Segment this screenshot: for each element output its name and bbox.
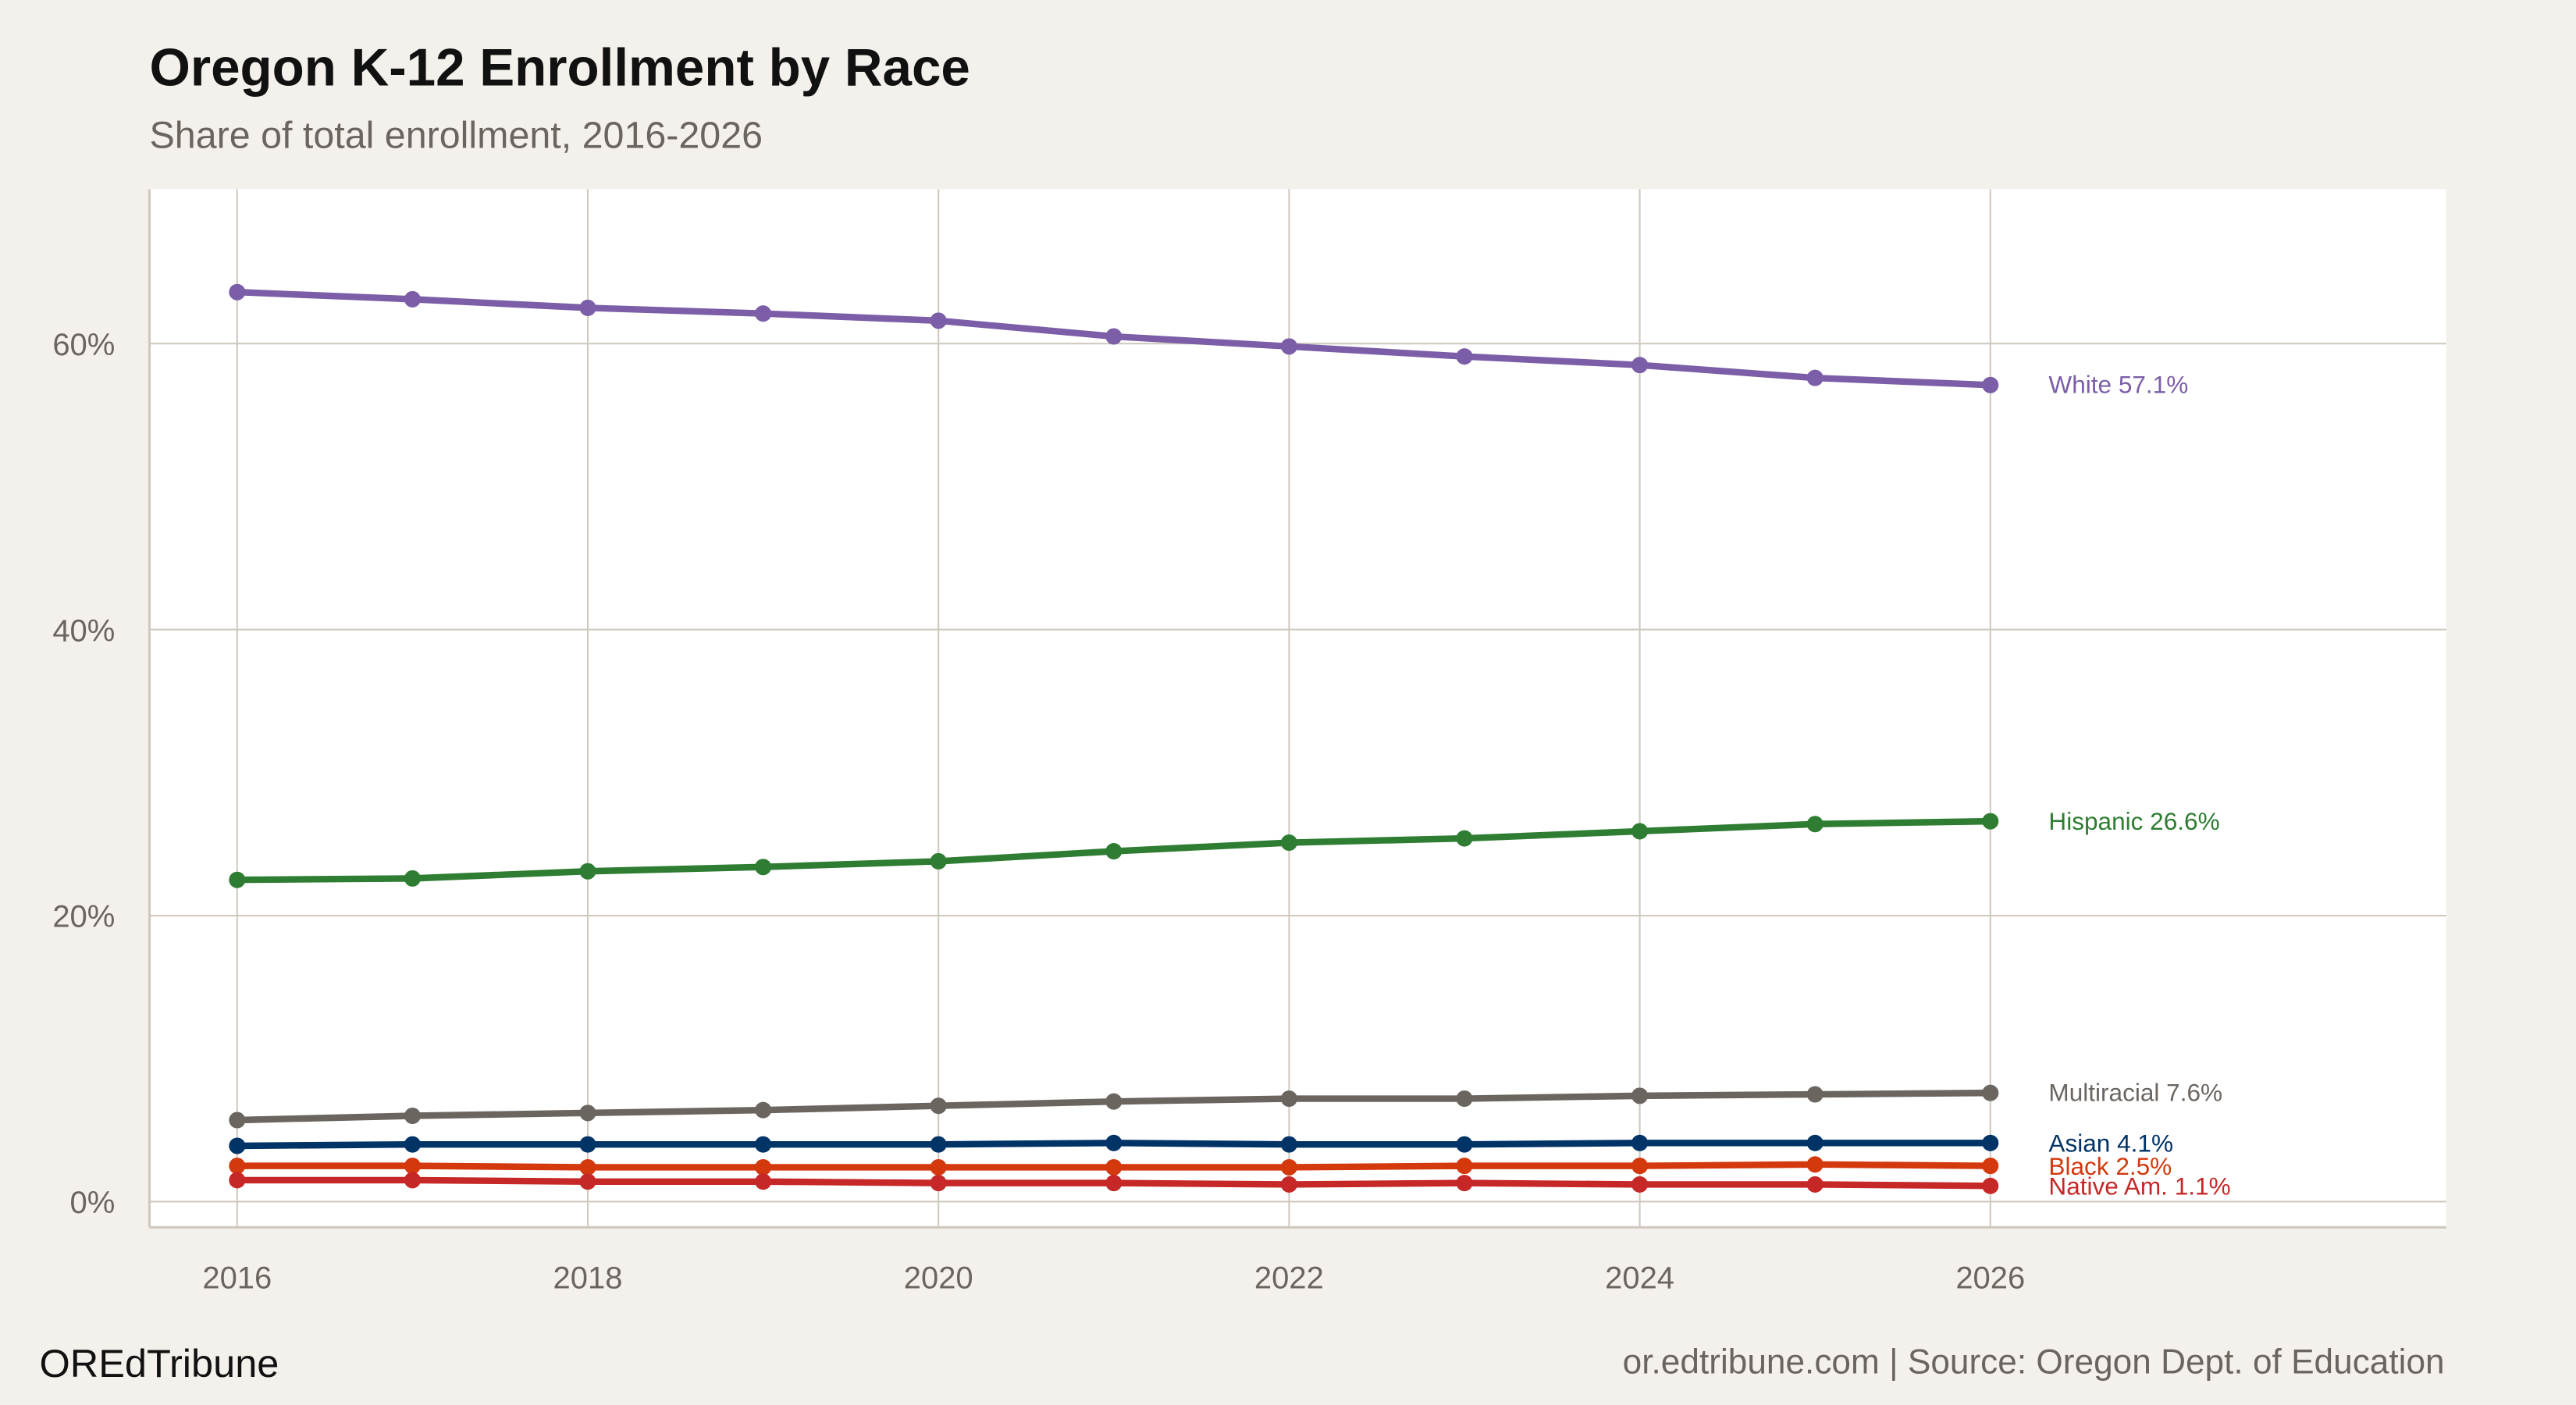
data-point [1280, 1158, 1297, 1176]
data-point [755, 1173, 772, 1190]
data-point [1631, 823, 1649, 840]
data-point [1982, 813, 1999, 830]
data-point [404, 1136, 421, 1153]
footer-source: or.edtribune.com | Source: Oregon Dept. … [1623, 1343, 2445, 1382]
data-point [1806, 1156, 1823, 1173]
data-point [1982, 1084, 1999, 1101]
data-point [229, 1158, 246, 1175]
data-point [1456, 1136, 1473, 1153]
data-point [404, 290, 421, 308]
series-end-label: Native Am. 1.1% [2048, 1172, 2230, 1200]
data-point [930, 852, 947, 870]
data-point [404, 1158, 421, 1175]
data-point [229, 1112, 246, 1129]
data-point [755, 1136, 772, 1153]
x-tick-label: 2020 [904, 1261, 973, 1295]
data-point [1456, 1175, 1473, 1192]
data-point [1806, 816, 1823, 833]
data-point [404, 1172, 421, 1189]
data-point [404, 1107, 421, 1125]
x-tick-label: 2026 [1955, 1261, 2025, 1295]
data-point [1982, 376, 1999, 393]
data-point [930, 1175, 947, 1192]
data-point [404, 870, 421, 887]
y-tick-label: 60% [52, 328, 115, 362]
y-tick-label: 20% [52, 900, 115, 934]
chart-subtitle: Share of total enrollment, 2016-2026 [150, 115, 763, 157]
x-tick-label: 2022 [1254, 1261, 1324, 1295]
y-tick-label: 40% [52, 614, 115, 648]
data-point [1806, 1086, 1823, 1103]
data-point [1105, 1175, 1123, 1192]
data-point [229, 871, 246, 888]
data-point [229, 283, 246, 301]
x-tick-label: 2024 [1605, 1261, 1674, 1295]
series-end-label: Hispanic 26.6% [2048, 807, 2219, 835]
data-point [229, 1137, 246, 1154]
series-end-label: Asian 4.1% [2048, 1129, 2173, 1158]
data-point [1631, 1176, 1649, 1193]
data-point [1105, 328, 1123, 345]
data-point [1456, 1090, 1473, 1108]
data-point [1631, 1134, 1649, 1151]
data-point [1631, 357, 1649, 374]
data-point [1280, 834, 1297, 852]
data-point [579, 1104, 596, 1122]
data-point [755, 859, 772, 876]
data-point [1105, 1158, 1123, 1176]
x-tick-label: 2018 [553, 1261, 623, 1295]
data-point [755, 1158, 772, 1176]
data-point [1280, 338, 1297, 355]
data-point [930, 312, 947, 329]
data-point [1982, 1177, 1999, 1194]
data-point [579, 1136, 596, 1153]
data-point [1806, 1134, 1823, 1151]
data-point [755, 305, 772, 322]
data-point [755, 1101, 772, 1119]
data-point [579, 1173, 596, 1190]
data-point [1456, 348, 1473, 365]
data-point [1631, 1158, 1649, 1175]
data-point [1105, 1093, 1123, 1110]
data-point [1105, 843, 1123, 860]
data-point [579, 299, 596, 316]
series-end-label: Multiracial 7.6% [2048, 1078, 2222, 1106]
data-point [1105, 1134, 1123, 1151]
data-point [1631, 1087, 1649, 1104]
data-point [1456, 1158, 1473, 1175]
series-end-label: White 57.1% [2048, 370, 2188, 398]
data-point [930, 1158, 947, 1176]
data-point [1806, 369, 1823, 386]
data-point [1280, 1176, 1297, 1193]
plot-panel [149, 189, 2446, 1228]
x-tick-label: 2016 [202, 1261, 272, 1295]
data-point [1982, 1134, 1999, 1151]
data-point [579, 1158, 596, 1176]
data-point [930, 1136, 947, 1153]
y-tick-label: 0% [70, 1186, 116, 1220]
data-point [930, 1097, 947, 1115]
data-point [1280, 1090, 1297, 1108]
data-point [1456, 830, 1473, 847]
footer-brand: OREdTribune [40, 1341, 279, 1385]
chart-title: Oregon K-12 Enrollment by Race [150, 39, 970, 98]
data-point [229, 1172, 246, 1189]
data-point [579, 863, 596, 880]
data-point [1806, 1176, 1823, 1193]
series-end-label: Black 2.5% [2048, 1152, 2172, 1180]
data-point [1982, 1158, 1999, 1175]
data-point [1280, 1136, 1297, 1153]
